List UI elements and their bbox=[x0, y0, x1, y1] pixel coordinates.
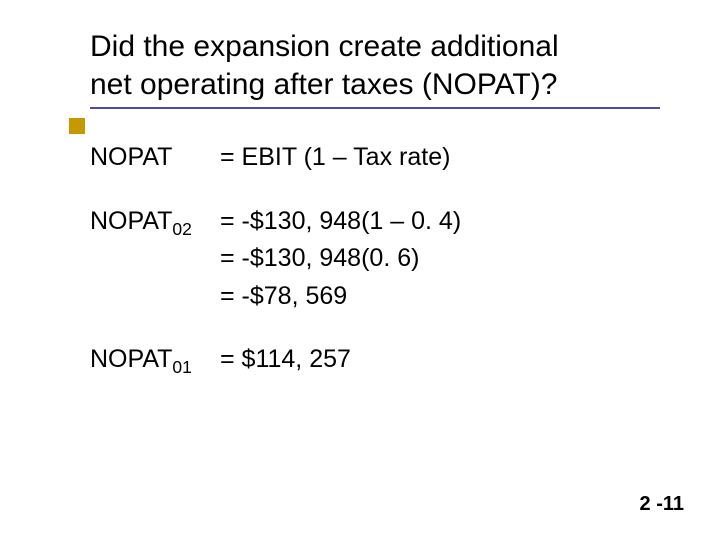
formula-nopat02-line2: = -$130, 948(0. 6) bbox=[90, 240, 660, 278]
slide: Did the expansion create additional net … bbox=[0, 0, 720, 540]
title-underline bbox=[90, 107, 660, 109]
title-block: Did the expansion create additional net … bbox=[90, 28, 660, 109]
rhs-nopat-def: = EBIT (1 – Tax rate) bbox=[220, 139, 450, 177]
rhs-nopat01: = $114, 257 bbox=[220, 341, 351, 379]
page-number: 2 -11 bbox=[640, 493, 684, 516]
title-line-1: Did the expansion create additional bbox=[90, 30, 559, 63]
rhs-nopat02-line1: = -$130, 948(1 – 0. 4) bbox=[220, 203, 461, 241]
accent-box-icon bbox=[69, 118, 85, 134]
label-nopat02-sub: 02 bbox=[172, 219, 191, 239]
content-area: NOPAT = EBIT (1 – Tax rate) NOPAT02 = -$… bbox=[90, 139, 660, 379]
label-spacer-1 bbox=[90, 240, 220, 278]
label-nopat01: NOPAT01 bbox=[90, 341, 220, 379]
rhs-nopat02-line2: = -$130, 948(0. 6) bbox=[220, 240, 419, 278]
label-nopat01-sub: 01 bbox=[172, 357, 191, 377]
slide-title: Did the expansion create additional net … bbox=[90, 28, 660, 103]
formula-nopat01: NOPAT01 = $114, 257 bbox=[90, 341, 660, 379]
label-nopat01-base: NOPAT bbox=[90, 345, 172, 373]
label-spacer-2 bbox=[90, 278, 220, 316]
rhs-nopat02-line3: = -$78, 569 bbox=[220, 278, 347, 316]
formula-nopat02-line1: NOPAT02 = -$130, 948(1 – 0. 4) bbox=[90, 203, 660, 241]
label-nopat02-base: NOPAT bbox=[90, 207, 172, 235]
formula-nopat02-line3: = -$78, 569 bbox=[90, 278, 660, 316]
label-nopat: NOPAT bbox=[90, 139, 220, 177]
formula-nopat-def: NOPAT = EBIT (1 – Tax rate) bbox=[90, 139, 660, 177]
label-nopat02: NOPAT02 bbox=[90, 203, 220, 241]
title-line-2: net operating after taxes (NOPAT)? bbox=[90, 68, 557, 101]
